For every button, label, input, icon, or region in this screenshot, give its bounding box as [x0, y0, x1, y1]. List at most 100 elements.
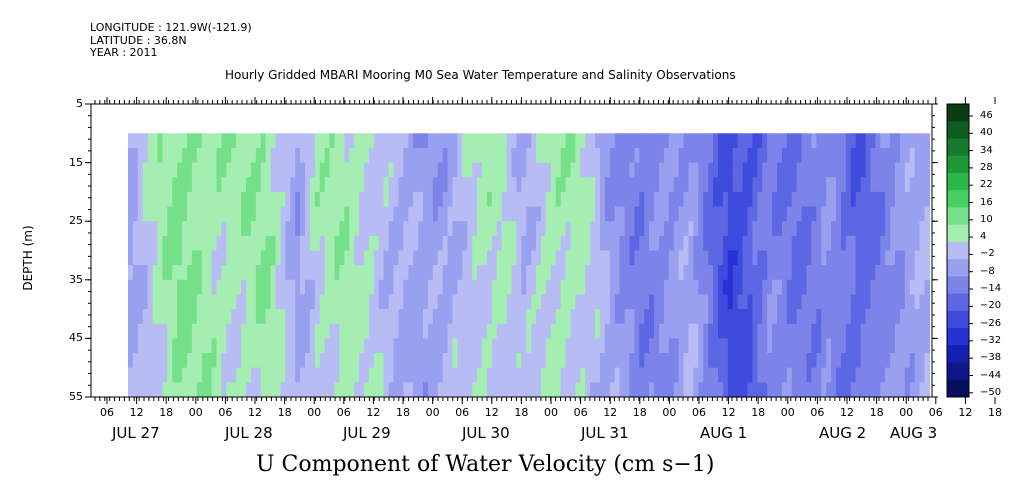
- colorbar-swatch: [947, 276, 969, 295]
- heatmap-cell: [619, 206, 626, 222]
- heatmap-cell: [870, 147, 876, 164]
- heatmap-cell: [909, 367, 916, 383]
- heatmap-cell: [418, 162, 424, 178]
- heatmap-cell: [865, 294, 872, 310]
- heatmap-cell: [246, 367, 252, 383]
- heatmap-cell: [885, 191, 891, 208]
- heatmap-cell: [580, 279, 586, 296]
- heatmap-cell: [526, 367, 532, 383]
- heatmap-cell: [831, 279, 837, 296]
- heatmap-cell: [329, 133, 336, 149]
- heatmap-cell: [840, 162, 847, 178]
- heatmap-cell: [762, 191, 768, 208]
- heatmap-cell: [241, 221, 247, 237]
- heatmap-cell: [344, 323, 350, 339]
- heatmap-cell: [737, 338, 744, 354]
- heatmap-cell: [600, 309, 606, 325]
- heatmap-cell: [128, 323, 134, 339]
- heatmap-cell: [924, 367, 931, 383]
- heatmap-cell: [427, 147, 434, 164]
- colorbar-tick-label: −8: [980, 265, 995, 277]
- heatmap-cell: [580, 323, 586, 339]
- heatmap-cell: [329, 177, 336, 193]
- heatmap-cell: [491, 367, 498, 383]
- heatmap-cell: [319, 309, 326, 325]
- heatmap-cell: [157, 133, 164, 149]
- heatmap-cell: [191, 279, 198, 296]
- heatmap-cell: [654, 265, 660, 281]
- heatmap-cell: [270, 338, 277, 354]
- heatmap-cell: [600, 382, 606, 398]
- heatmap-cell: [132, 338, 139, 354]
- heatmap-cell: [142, 323, 149, 339]
- heatmap-cell: [260, 382, 267, 398]
- heatmap-cell: [368, 279, 375, 296]
- heatmap-cell: [152, 338, 159, 354]
- heatmap-cell: [757, 367, 763, 383]
- heatmap-cell: [840, 309, 847, 325]
- heatmap-cell: [629, 353, 636, 369]
- heatmap-cell: [427, 162, 434, 178]
- heatmap-cell: [182, 221, 188, 237]
- heatmap-cell: [413, 309, 419, 325]
- heatmap-cell: [575, 279, 581, 296]
- heatmap-cell: [850, 338, 857, 354]
- heatmap-cell: [600, 162, 606, 178]
- colorbar-swatch: [947, 224, 969, 243]
- heatmap-cell: [408, 353, 414, 369]
- heatmap-cell: [747, 235, 754, 252]
- heatmap-cell: [816, 133, 822, 149]
- heatmap-cell: [536, 206, 542, 222]
- heatmap-cell: [860, 353, 867, 369]
- heatmap-cell: [531, 265, 537, 281]
- heatmap-cell: [609, 353, 616, 369]
- heatmap-cell: [270, 206, 277, 222]
- heatmap-cell: [713, 382, 719, 398]
- heatmap-cell: [855, 235, 862, 252]
- heatmap-cell: [137, 221, 144, 237]
- heatmap-cell: [383, 367, 390, 383]
- heatmap-cell: [811, 294, 817, 310]
- heatmap-cell: [324, 162, 331, 178]
- heatmap-cell: [437, 235, 444, 252]
- heatmap-cell: [801, 367, 808, 383]
- heatmap-cell: [762, 206, 768, 222]
- heatmap-cell: [462, 309, 468, 325]
- heatmap-cell: [314, 382, 321, 398]
- heatmap-cell: [688, 279, 695, 296]
- heatmap-cell: [403, 177, 409, 193]
- heatmap-cell: [423, 221, 429, 237]
- heatmap-cell: [142, 382, 149, 398]
- heatmap-cell: [565, 367, 572, 383]
- heatmap-cell: [452, 235, 459, 252]
- heatmap-cell: [708, 206, 714, 222]
- heatmap-cell: [580, 221, 586, 237]
- heatmap-cell: [250, 221, 257, 237]
- heatmap-cell: [196, 279, 203, 296]
- colorbar-tick-label: 4: [980, 231, 987, 243]
- heatmap-cell: [196, 177, 203, 193]
- heatmap-cell: [211, 133, 218, 149]
- heatmap-cell: [796, 309, 803, 325]
- heatmap-cell: [649, 382, 655, 398]
- heatmap-cell: [786, 338, 793, 354]
- heatmap-cell: [162, 133, 168, 149]
- heatmap-cell: [639, 279, 645, 296]
- heatmap-cell: [437, 382, 444, 398]
- heatmap-cell: [477, 338, 483, 354]
- heatmap-cell: [172, 367, 178, 383]
- heatmap-cell: [924, 191, 931, 208]
- heatmap-cell: [899, 367, 906, 383]
- heatmap-cell: [840, 147, 847, 164]
- heatmap-cell: [722, 279, 729, 296]
- colorbar-swatch: [947, 345, 969, 364]
- heatmap-cell: [300, 250, 306, 266]
- heatmap-cell: [442, 250, 449, 266]
- heatmap-cell: [172, 338, 178, 354]
- heatmap-cell: [649, 235, 655, 252]
- heatmap-cell: [305, 367, 311, 383]
- heatmap-cell: [128, 235, 134, 252]
- heatmap-cell: [521, 147, 527, 164]
- heatmap-cell: [462, 250, 468, 266]
- heatmap-cell: [924, 250, 931, 266]
